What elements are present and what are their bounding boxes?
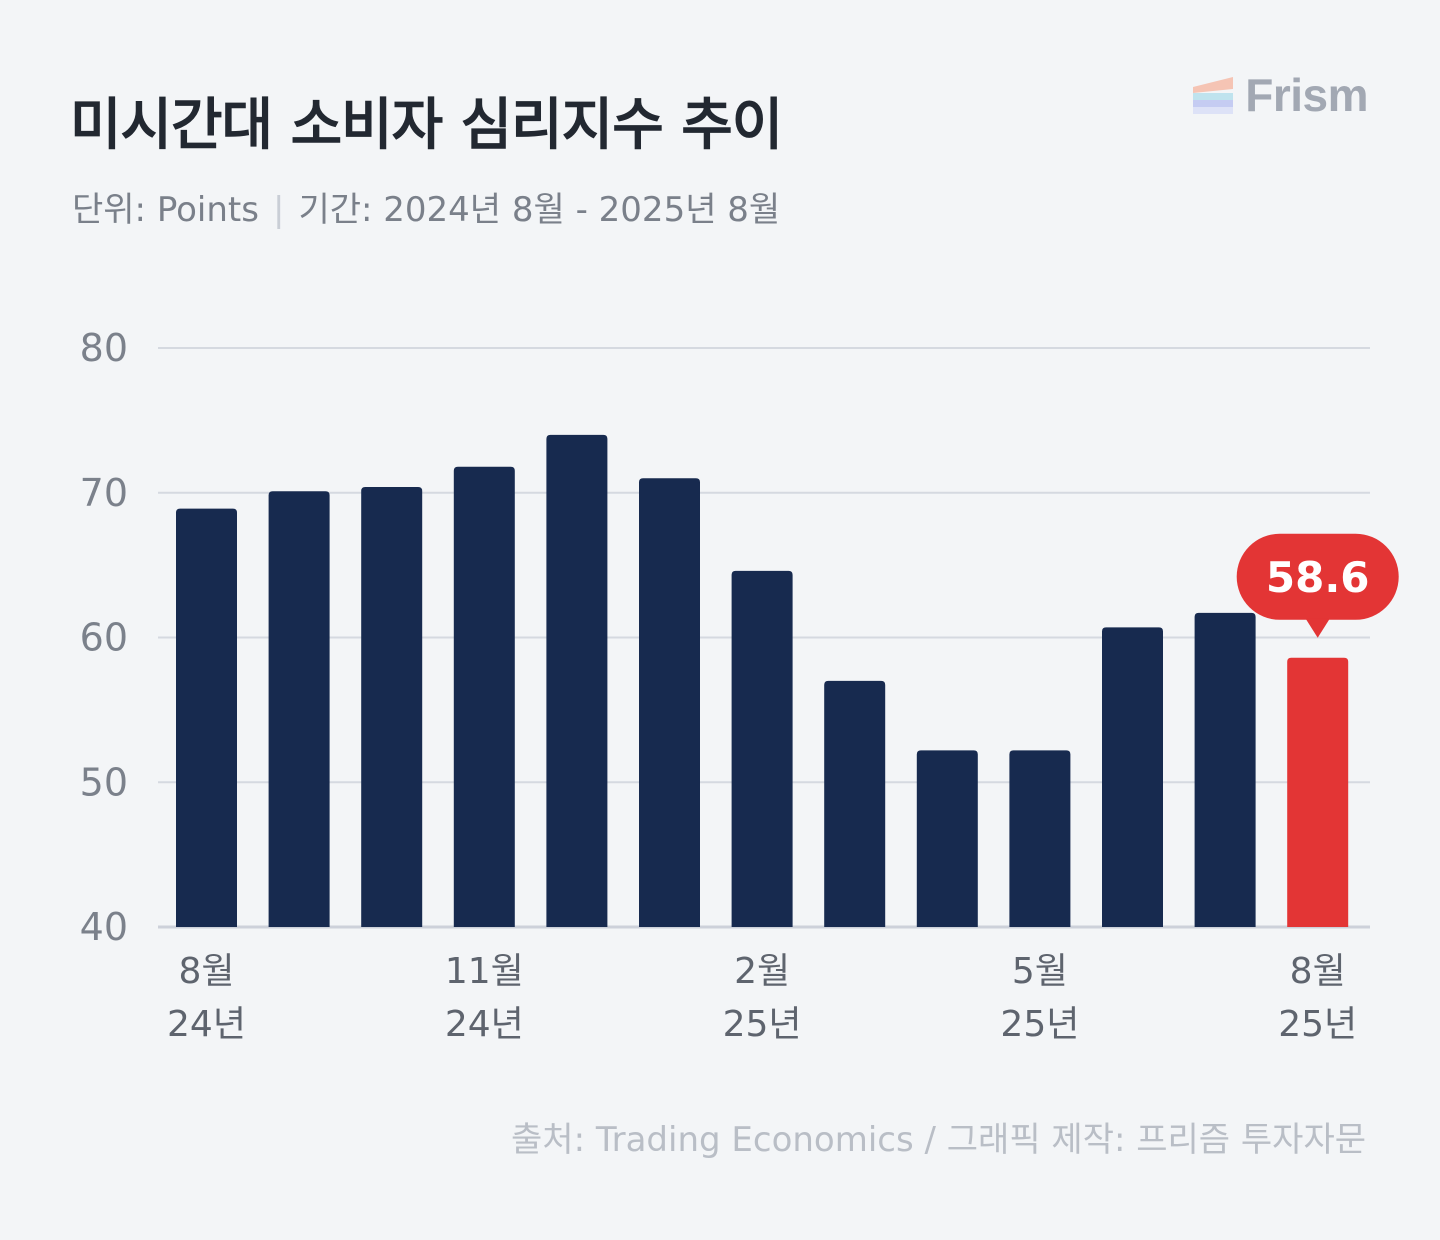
x-tick-month: 5월 bbox=[1012, 951, 1068, 992]
y-axis-ticks: 40 50 60 70 80 bbox=[80, 326, 128, 949]
logo-text: Frism bbox=[1245, 69, 1368, 121]
bar bbox=[546, 434, 608, 927]
x-tick-year: 25년 bbox=[1000, 1004, 1079, 1045]
bar-highlight bbox=[1287, 657, 1349, 927]
callout-value-label: 58.6 bbox=[1266, 553, 1370, 602]
bar bbox=[361, 486, 423, 927]
highlight-callout: 58.6 bbox=[1236, 533, 1399, 638]
bar-chart: 40 50 60 70 80 8월 24년 11월 24년 2월 25년 5월 25년 8월 25년 58… bbox=[80, 326, 1399, 1045]
x-tick-month: 8월 bbox=[1290, 951, 1346, 992]
source-note: 출처: Trading Economics / 그래픽 제작: 프리즘 투자자문 bbox=[511, 1120, 1366, 1160]
subtitle-separator: | bbox=[272, 190, 285, 230]
bar bbox=[639, 478, 700, 927]
bar bbox=[1009, 750, 1071, 927]
frism-logo-icon bbox=[1193, 77, 1234, 114]
bar bbox=[1194, 612, 1256, 927]
x-tick-month: 2월 bbox=[734, 951, 790, 992]
x-tick-year: 25년 bbox=[723, 1004, 802, 1045]
bar bbox=[176, 508, 237, 927]
bar bbox=[268, 491, 330, 927]
bar bbox=[916, 750, 978, 927]
period-label: 기간: 2024년 8월 - 2025년 8월 bbox=[298, 190, 781, 230]
bar bbox=[1102, 627, 1163, 927]
y-tick-label: 60 bbox=[80, 616, 128, 660]
x-tick-month: 8월 bbox=[178, 951, 234, 992]
bar bbox=[731, 570, 793, 927]
x-tick-year: 24년 bbox=[445, 1004, 524, 1045]
x-tick-year: 24년 bbox=[167, 1004, 246, 1045]
brand-logo: Frism bbox=[1193, 68, 1368, 122]
callout-bubble bbox=[1236, 533, 1399, 620]
y-tick-label: 40 bbox=[80, 905, 128, 949]
bar bbox=[824, 680, 886, 927]
y-tick-label: 50 bbox=[80, 760, 128, 804]
bars bbox=[176, 434, 1349, 927]
y-tick-label: 70 bbox=[80, 471, 128, 515]
unit-label: 단위: Points bbox=[72, 190, 259, 230]
x-tick-year: 25년 bbox=[1278, 1004, 1357, 1045]
x-tick-month: 11월 bbox=[445, 951, 524, 992]
chart-title: 미시간대 소비자 심리지수 추이 bbox=[70, 93, 783, 158]
chart-subtitle: 단위: Points | 기간: 2024년 8월 - 2025년 8월 bbox=[72, 182, 780, 231]
x-axis-ticks: 8월 24년 11월 24년 2월 25년 5월 25년 8월 25년 bbox=[167, 951, 1357, 1045]
y-tick-label: 80 bbox=[80, 326, 128, 370]
callout-pointer bbox=[1305, 618, 1330, 638]
bar bbox=[453, 466, 515, 927]
